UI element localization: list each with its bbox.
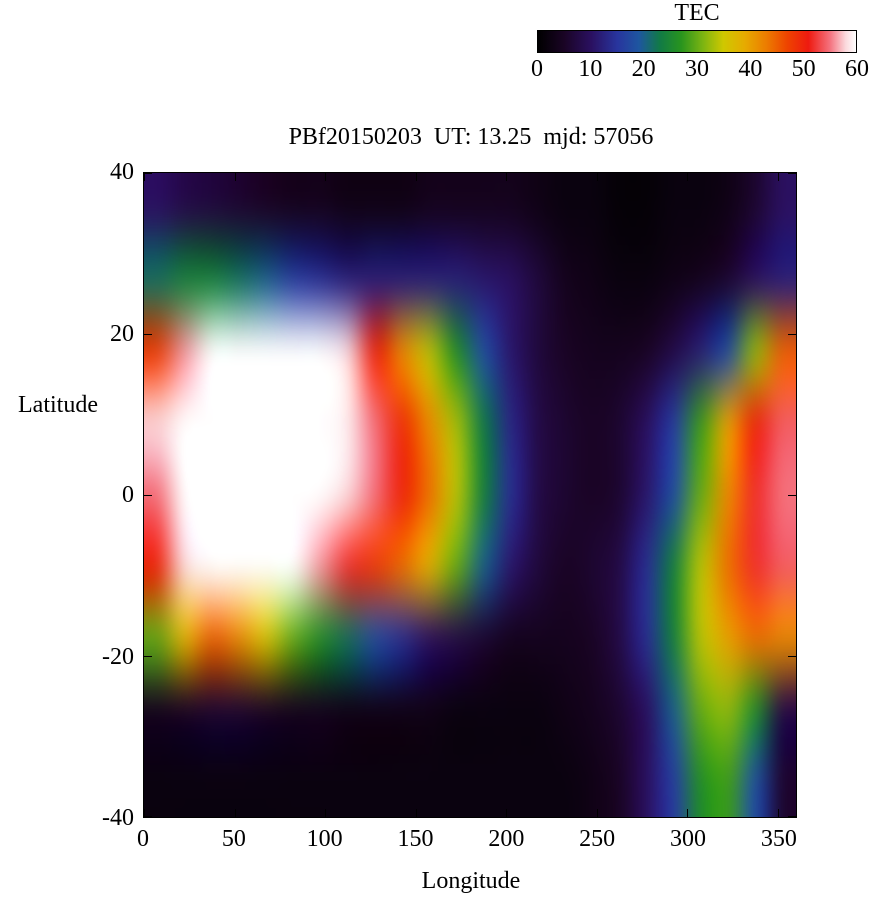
x-tick-mark bbox=[234, 173, 236, 181]
y-tick-mark bbox=[788, 173, 796, 174]
colorbar-gradient bbox=[538, 31, 856, 52]
x-tick-mark bbox=[234, 809, 236, 817]
y-tick-mark bbox=[788, 334, 796, 335]
y-tick-label: 0 bbox=[122, 482, 134, 508]
colorbar-title: TEC bbox=[674, 0, 720, 26]
colorbar-tick-label: 40 bbox=[738, 56, 763, 82]
y-tick-mark bbox=[788, 656, 796, 657]
colorbar-tick-label: 50 bbox=[791, 56, 816, 82]
x-tick-mark bbox=[506, 809, 508, 817]
x-tick-mark bbox=[777, 809, 779, 817]
x-tick-label: 200 bbox=[488, 826, 525, 852]
x-tick-mark bbox=[415, 809, 417, 817]
x-tick-mark bbox=[687, 173, 689, 181]
y-axis-label: Latitude bbox=[18, 392, 98, 418]
y-tick-label: -40 bbox=[102, 805, 134, 831]
x-tick-mark bbox=[415, 173, 417, 181]
axis-tick-marks bbox=[144, 173, 796, 817]
x-tick-label: 100 bbox=[306, 826, 343, 852]
x-tick-mark bbox=[777, 173, 779, 181]
x-tick-mark bbox=[687, 809, 689, 817]
x-tick-mark bbox=[596, 809, 598, 817]
x-tick-label: 50 bbox=[221, 826, 246, 852]
x-tick-mark bbox=[596, 173, 598, 181]
x-tick-mark bbox=[325, 809, 327, 817]
colorbar bbox=[537, 30, 857, 53]
y-tick-mark bbox=[144, 173, 152, 174]
colorbar-tick-label: 10 bbox=[578, 56, 603, 82]
colorbar-tick-label: 60 bbox=[845, 56, 869, 82]
y-tick-label: 40 bbox=[110, 159, 134, 185]
heatmap-canvas bbox=[144, 173, 796, 817]
x-tick-label: 250 bbox=[579, 826, 616, 852]
x-tick-mark bbox=[506, 173, 508, 181]
colorbar-tick-label: 30 bbox=[685, 56, 709, 82]
y-tick-mark bbox=[144, 656, 152, 657]
y-tick-label: -20 bbox=[102, 643, 134, 670]
x-tick-label: 0 bbox=[137, 826, 149, 852]
x-tick-label: 300 bbox=[670, 826, 706, 852]
x-tick-mark bbox=[325, 173, 327, 181]
x-tick-label: 350 bbox=[760, 826, 797, 852]
y-tick-mark bbox=[144, 334, 152, 335]
y-tick-label: 20 bbox=[110, 320, 134, 347]
y-tick-mark bbox=[788, 816, 796, 817]
colorbar-tick-label: 0 bbox=[531, 56, 543, 82]
plot-area bbox=[143, 172, 797, 818]
x-tick-label: 150 bbox=[397, 826, 434, 852]
y-tick-mark bbox=[788, 495, 796, 496]
x-tick-mark bbox=[144, 173, 145, 181]
plot-title: PBf20150203 UT: 13.25 mjd: 57056 bbox=[288, 124, 654, 150]
colorbar-tick-label: 20 bbox=[631, 56, 656, 82]
y-tick-mark bbox=[144, 816, 152, 817]
x-axis-label: Longitude bbox=[421, 868, 521, 894]
y-tick-mark bbox=[144, 495, 152, 496]
x-tick-mark bbox=[144, 809, 145, 817]
